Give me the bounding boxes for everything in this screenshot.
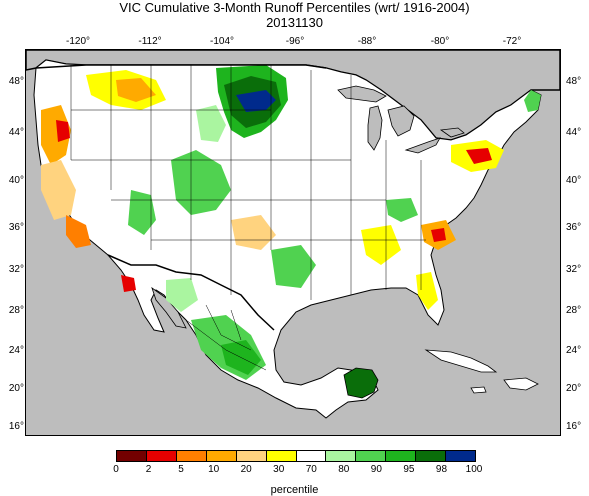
- lon-label: -120°: [65, 36, 90, 47]
- lat-label: 20°: [8, 383, 24, 394]
- us-mexico-border: [107, 254, 275, 331]
- lat-label: 40°: [566, 175, 582, 186]
- lat-label: 44°: [8, 127, 24, 138]
- lon-label: -112°: [138, 36, 162, 47]
- legend-break-label: 10: [208, 464, 220, 475]
- lat-label: 48°: [8, 76, 24, 87]
- lake-michigan: [367, 105, 383, 151]
- legend-break-label: 0: [113, 464, 119, 475]
- patch-red: [121, 275, 136, 292]
- map-title: VIC Cumulative 3-Month Runoff Percentile…: [119, 0, 470, 15]
- legend-swatch: [117, 451, 147, 461]
- patch-orange: [116, 78, 156, 102]
- cuba: [424, 349, 498, 373]
- lat-label: 32°: [566, 264, 582, 275]
- patch-blue: [236, 90, 276, 112]
- patch-red: [56, 120, 70, 142]
- patch-green: [271, 245, 316, 288]
- lat-label: 32°: [8, 264, 24, 275]
- legend-swatch: [326, 451, 357, 461]
- lake-erie: [404, 137, 441, 154]
- legend-swatch: [296, 451, 327, 461]
- us-canada-border: [35, 64, 327, 69]
- legend-swatch: [356, 451, 387, 461]
- lat-label: 28°: [566, 305, 582, 316]
- lat-label: 24°: [566, 345, 582, 356]
- legend-swatch: [416, 451, 447, 461]
- patch-red: [466, 148, 492, 164]
- patch-red: [431, 228, 446, 242]
- patch-peach: [231, 215, 276, 250]
- patch-orange: [66, 215, 91, 248]
- lat-label: 16°: [566, 421, 582, 432]
- mexico-state-lines: [185, 304, 267, 371]
- lon-label: -72°: [502, 36, 522, 47]
- legend-break-label: 2: [145, 464, 152, 475]
- lat-label: 16°: [8, 421, 24, 432]
- jamaica: [470, 386, 487, 394]
- legend-colorbar: [116, 450, 476, 462]
- lake-superior: [337, 85, 387, 103]
- legend-swatch: [386, 451, 417, 461]
- lat-label: 36°: [8, 222, 24, 233]
- patch-yellow: [416, 272, 438, 310]
- patch-lightgreen: [196, 105, 226, 142]
- patch-green: [386, 198, 418, 222]
- yucatan: [343, 367, 379, 399]
- lon-label: -88°: [357, 36, 377, 47]
- legend-swatch: [446, 451, 476, 461]
- map-panel: [25, 49, 561, 436]
- lat-label: 28°: [8, 305, 24, 316]
- patch-lightgreen: [166, 278, 198, 312]
- lake-ontario: [439, 127, 465, 138]
- lon-label: -104°: [209, 36, 234, 47]
- legend-swatch: [206, 451, 237, 461]
- runoff-patches: [41, 65, 541, 380]
- legend-break-label: 95: [403, 464, 415, 475]
- patch-yellow: [361, 225, 401, 265]
- lat-label: 44°: [566, 127, 582, 138]
- patch-green: [128, 190, 156, 235]
- legend-break-label: 20: [240, 464, 252, 475]
- legend-unit-label: percentile: [270, 484, 319, 496]
- state-lines: [70, 65, 426, 300]
- lat-label: 48°: [566, 76, 582, 87]
- legend-swatch: [176, 451, 207, 461]
- legend-swatch: [146, 451, 177, 461]
- patch-orange: [41, 105, 71, 165]
- legend-break-label: 5: [178, 464, 184, 475]
- lon-label: -80°: [430, 36, 450, 47]
- hispaniola: [503, 377, 539, 391]
- runoff-map: [26, 50, 560, 419]
- patch-green: [171, 150, 231, 215]
- map-date: 20131130: [266, 15, 323, 30]
- legend-break-label: 90: [370, 464, 382, 475]
- legend-break-label: 30: [273, 464, 285, 475]
- lat-label: 40°: [8, 175, 24, 186]
- patch-green: [524, 90, 541, 112]
- lake-huron: [387, 105, 415, 137]
- legend-break-label: 80: [338, 464, 350, 475]
- lon-label: -96°: [285, 36, 305, 47]
- legend-break-label: 70: [305, 464, 317, 475]
- legend-break-label: 100: [465, 464, 483, 475]
- legend-swatch: [266, 451, 297, 461]
- lat-label: 20°: [566, 383, 582, 394]
- lat-label: 24°: [8, 345, 24, 356]
- lat-label: 36°: [566, 222, 582, 233]
- patch-peach: [41, 160, 76, 220]
- legend-swatch: [236, 451, 267, 461]
- legend-break-label: 98: [435, 464, 448, 475]
